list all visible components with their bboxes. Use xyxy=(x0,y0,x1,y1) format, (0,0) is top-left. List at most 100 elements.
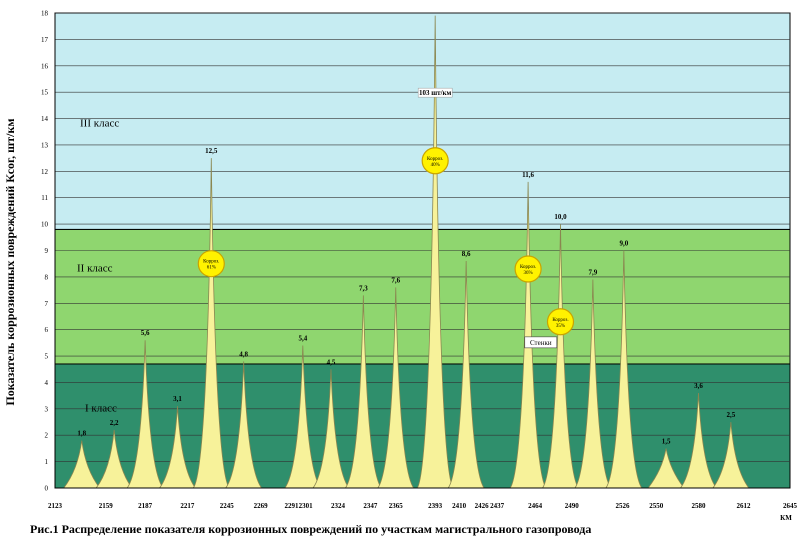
peak-7 xyxy=(283,345,322,489)
callout-text: 35% xyxy=(556,324,565,329)
class-label: III класс xyxy=(80,117,119,129)
peak-14 xyxy=(541,224,580,489)
value-label: 9,0 xyxy=(619,240,628,248)
value-label: 7,9 xyxy=(588,269,597,277)
callout-text: Корроз. xyxy=(427,157,443,162)
x-tick-label: 2245 xyxy=(220,502,235,510)
x-tick-label: 2526 xyxy=(615,502,630,510)
peak-13 xyxy=(509,181,547,489)
value-label: 7,3 xyxy=(359,284,368,292)
callout-circle xyxy=(546,308,575,336)
x-tick-label: 2217 xyxy=(180,502,195,510)
y-tick-label: 5 xyxy=(45,353,49,361)
class-label: I класс xyxy=(85,402,117,414)
x-tick-label: 2324 xyxy=(331,502,346,510)
peak-19 xyxy=(712,421,750,489)
peak-10 xyxy=(376,287,415,489)
peak-1 xyxy=(62,440,101,489)
peak-9 xyxy=(344,295,383,489)
y-tick-label: 12 xyxy=(41,168,49,176)
peak-15 xyxy=(574,279,612,489)
x-tick-label: 2269 xyxy=(254,502,269,510)
peak-11 xyxy=(416,15,454,489)
value-label: 10,0 xyxy=(554,213,567,221)
y-tick-label: 9 xyxy=(45,247,49,255)
x-tick-label: 2426 xyxy=(475,502,490,510)
y-tick-label: 15 xyxy=(41,89,49,97)
value-label: 7,6 xyxy=(391,276,400,284)
value-labels: 1,8 2,2 5,6 3,1 12,5 4,8 5,4 4,5 7,3 7,6 103 шт/км… xyxy=(77,87,736,445)
y-tick-label: 14 xyxy=(41,115,49,123)
callout-text: 61% xyxy=(207,266,216,271)
value-label-box xyxy=(417,87,453,98)
value-label: 11,6 xyxy=(522,171,534,179)
x-tick-label: 2410 xyxy=(452,502,467,510)
x-tick-labels: 2123 2159 2187 2217 2245 2269 2291 2301 2324 2347… xyxy=(48,502,798,510)
value-label: 4,5 xyxy=(327,358,336,366)
peak-18 xyxy=(679,392,718,489)
callout-text: 40% xyxy=(431,163,440,168)
x-tick-label: 2490 xyxy=(565,502,580,510)
y-tick-label: 8 xyxy=(45,273,49,281)
y-axis-label: Показатель коррозионных повреждений Ксог… xyxy=(3,118,17,405)
x-axis-label: КМ xyxy=(780,514,792,522)
callout-text: 36% xyxy=(524,271,533,276)
peak-17 xyxy=(647,448,685,489)
x-tick-label: 2123 xyxy=(48,502,63,510)
y-tick-label: 6 xyxy=(45,326,49,334)
callout-circle xyxy=(197,250,225,278)
y-tick-label: 0 xyxy=(45,485,49,493)
value-label: 5,4 xyxy=(298,335,307,343)
callout-circle xyxy=(514,255,542,283)
class-band-3 xyxy=(54,12,791,230)
class-band-2 xyxy=(54,228,791,365)
value-label: 3,6 xyxy=(694,382,703,390)
value-label: 1,5 xyxy=(662,437,671,445)
figure-caption: Рис.1 Распределение показателя коррозион… xyxy=(30,522,592,536)
x-tick-label: 2393 xyxy=(428,502,443,510)
x-tick-label: 2464 xyxy=(528,502,543,510)
value-label: 5,6 xyxy=(141,329,150,337)
x-tick-label: 2580 xyxy=(691,502,706,510)
y-tick-label: 11 xyxy=(41,194,48,202)
peak-3 xyxy=(126,340,164,489)
x-tick-label: 2159 xyxy=(99,502,114,510)
peak-5 xyxy=(192,158,231,489)
x-tick-label: 2347 xyxy=(363,502,378,510)
x-tick-label: 2645 xyxy=(783,502,798,510)
class-labels: I класс II класс III класс xyxy=(77,117,119,414)
x-tick-label: 2612 xyxy=(737,502,752,510)
axes xyxy=(54,13,790,489)
value-label: 103 шт/км xyxy=(419,89,452,97)
peak-16 xyxy=(605,250,643,489)
box-label-rect xyxy=(524,336,558,349)
x-tick-label: 2437 xyxy=(490,502,505,510)
x-tick-label: 2291 xyxy=(285,502,300,510)
value-label: 3,1 xyxy=(173,395,182,403)
value-label: 1,8 xyxy=(77,430,86,438)
peak-2 xyxy=(95,429,133,489)
peak-8 xyxy=(312,369,350,489)
y-tick-label: 17 xyxy=(41,36,49,44)
y-tick-label: 16 xyxy=(41,62,49,70)
class-label: II класс xyxy=(77,263,113,275)
y-tick-label: 4 xyxy=(45,379,49,387)
y-tick-label: 7 xyxy=(45,300,49,308)
y-tick-label: 13 xyxy=(41,141,49,149)
y-tick-label: 10 xyxy=(41,221,49,229)
x-tick-label: 2550 xyxy=(649,502,664,510)
y-tick-label: 2 xyxy=(45,432,49,440)
value-label: 4,8 xyxy=(239,350,248,358)
x-tick-label: 2301 xyxy=(299,502,314,510)
y-tick-label: 1 xyxy=(45,458,49,466)
peak-12 xyxy=(447,261,485,489)
peak-6 xyxy=(224,361,263,489)
callout-text: Корроз. xyxy=(552,318,568,323)
callout-circle xyxy=(421,147,449,175)
value-label: 2,5 xyxy=(726,411,735,419)
value-label: 2,2 xyxy=(110,419,119,427)
callout-text: Корроз. xyxy=(520,265,536,270)
peak-series xyxy=(62,15,750,489)
